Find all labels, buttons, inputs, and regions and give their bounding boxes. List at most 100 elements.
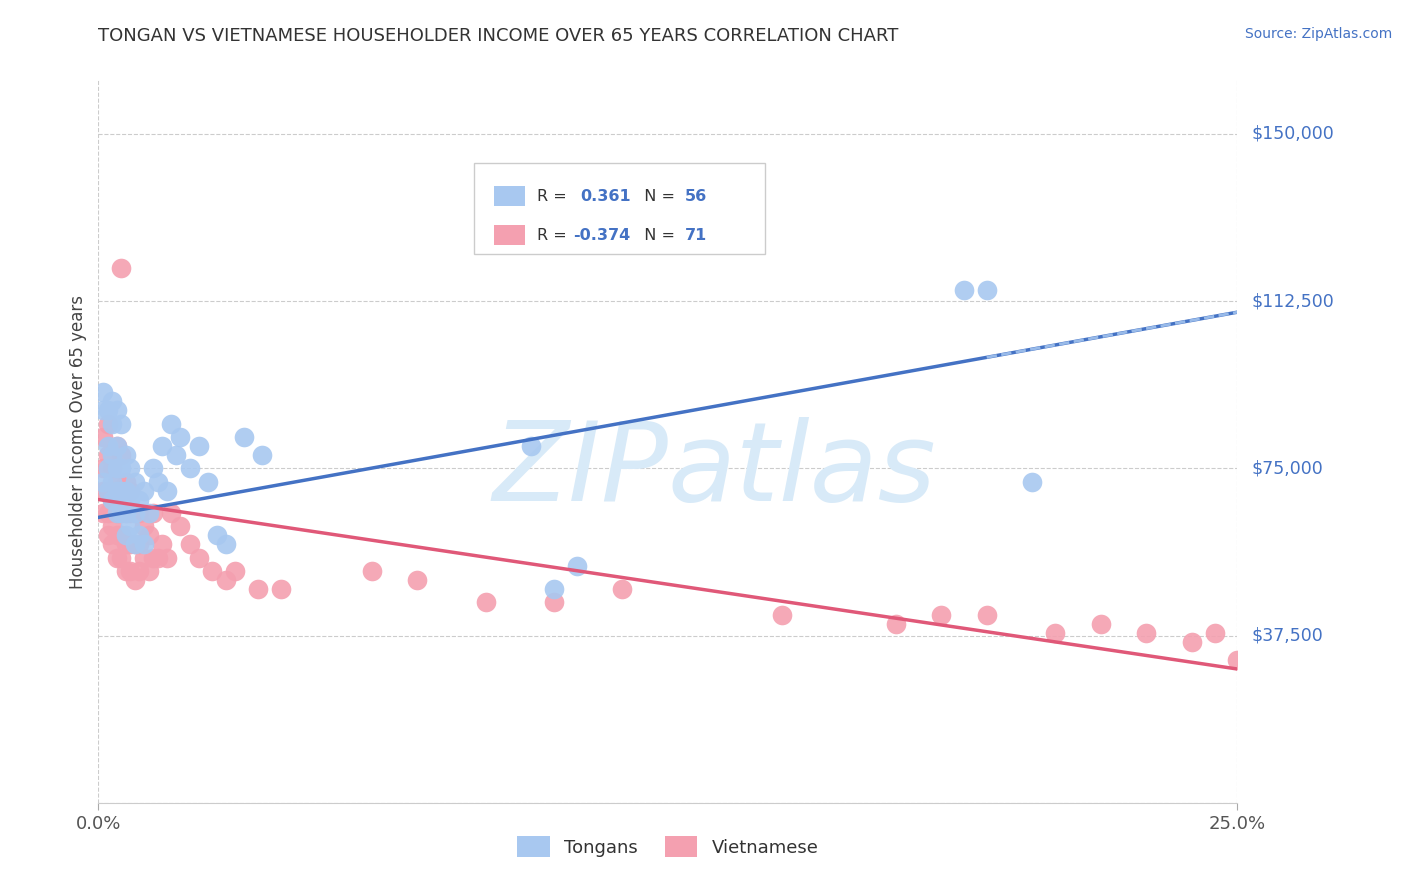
Point xyxy=(114,506,136,520)
Point xyxy=(101,461,124,475)
Point xyxy=(138,506,160,520)
Point xyxy=(96,461,118,475)
Point xyxy=(156,483,179,498)
Point xyxy=(246,582,269,596)
Point xyxy=(91,430,114,444)
Point xyxy=(101,537,124,551)
Point xyxy=(215,537,238,551)
Point xyxy=(976,608,998,623)
Point xyxy=(160,506,183,520)
Point xyxy=(91,475,114,489)
Point xyxy=(543,582,565,596)
Point xyxy=(1181,635,1204,649)
Text: 0.361: 0.361 xyxy=(581,188,631,203)
Point xyxy=(929,608,952,623)
Point xyxy=(91,506,114,520)
Point xyxy=(132,483,155,498)
Text: ZIP: ZIP xyxy=(492,417,668,524)
Point xyxy=(124,573,146,587)
Point xyxy=(101,492,124,507)
Point xyxy=(101,475,124,489)
Point xyxy=(96,403,118,417)
Point xyxy=(105,528,128,542)
Point xyxy=(1043,626,1066,640)
Point xyxy=(169,430,191,444)
Point xyxy=(543,595,565,609)
Text: R =: R = xyxy=(537,227,572,243)
Text: $37,500: $37,500 xyxy=(1251,626,1323,645)
Point xyxy=(138,564,160,578)
Point xyxy=(110,506,132,520)
Point xyxy=(406,573,429,587)
Point xyxy=(360,564,382,578)
Point xyxy=(124,537,146,551)
Point xyxy=(270,582,292,596)
Point xyxy=(169,519,191,533)
Point xyxy=(142,461,165,475)
Point xyxy=(110,550,132,565)
Point xyxy=(120,483,142,498)
Point xyxy=(165,448,187,462)
Point xyxy=(96,439,118,453)
Point xyxy=(110,528,132,542)
Point xyxy=(884,617,907,632)
Text: -0.374: -0.374 xyxy=(574,227,630,243)
Point xyxy=(110,483,132,498)
Point xyxy=(120,564,142,578)
Point xyxy=(114,475,136,489)
Bar xyxy=(494,186,526,206)
Point xyxy=(105,506,128,520)
Point xyxy=(91,483,114,498)
Point xyxy=(187,439,209,453)
Point xyxy=(110,483,132,498)
Point xyxy=(120,461,142,475)
Point xyxy=(96,417,118,431)
Text: Source: ZipAtlas.com: Source: ZipAtlas.com xyxy=(1244,27,1392,41)
Point xyxy=(91,403,114,417)
Point xyxy=(114,564,136,578)
Point xyxy=(1204,626,1226,640)
Point xyxy=(146,550,169,565)
Point xyxy=(101,448,124,462)
Point xyxy=(124,506,146,520)
Point xyxy=(146,475,169,489)
Point xyxy=(1135,626,1157,640)
Point xyxy=(128,537,150,551)
Point xyxy=(110,506,132,520)
Point xyxy=(179,461,201,475)
Point xyxy=(128,564,150,578)
Point xyxy=(612,582,634,596)
Point xyxy=(233,430,256,444)
Point xyxy=(91,385,114,400)
Point xyxy=(156,550,179,565)
Point xyxy=(105,439,128,453)
Point xyxy=(953,283,976,297)
Point xyxy=(101,394,124,409)
Text: N =: N = xyxy=(634,188,681,203)
Legend: Tongans, Vietnamese: Tongans, Vietnamese xyxy=(508,827,828,866)
Point xyxy=(770,608,793,623)
Bar xyxy=(494,225,526,245)
Point xyxy=(128,492,150,507)
Point xyxy=(565,559,588,574)
Point xyxy=(142,550,165,565)
Point xyxy=(215,573,238,587)
Point xyxy=(110,448,132,462)
Point xyxy=(976,283,998,297)
Point xyxy=(110,461,132,475)
Point xyxy=(120,506,142,520)
Point xyxy=(520,439,543,453)
Point xyxy=(474,595,496,609)
Point xyxy=(124,506,146,520)
Point xyxy=(96,506,118,520)
Text: N =: N = xyxy=(634,227,681,243)
Text: 56: 56 xyxy=(685,188,707,203)
Point xyxy=(1021,475,1043,489)
Point xyxy=(105,550,128,565)
Point xyxy=(101,519,124,533)
Point xyxy=(138,528,160,542)
Point xyxy=(124,537,146,551)
Point xyxy=(120,492,142,507)
FancyBboxPatch shape xyxy=(474,163,765,253)
Point xyxy=(142,506,165,520)
